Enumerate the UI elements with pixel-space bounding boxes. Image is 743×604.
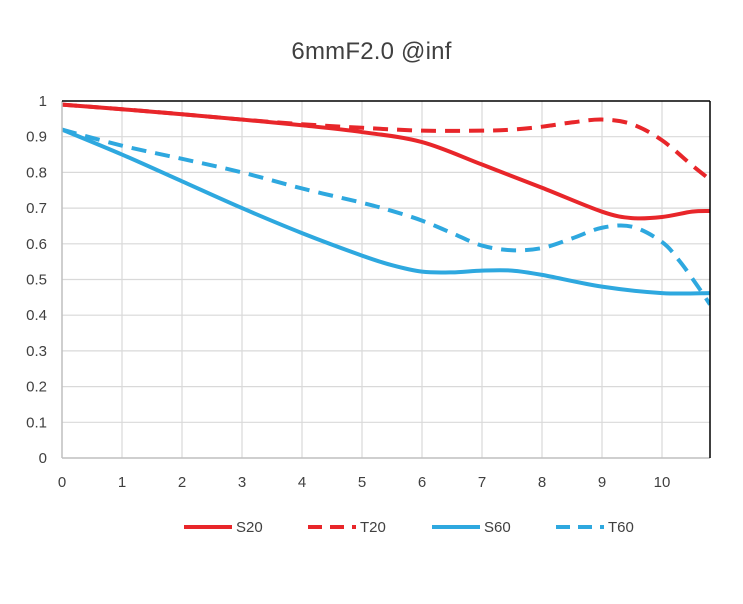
y-tick-label: 0.5 bbox=[26, 272, 47, 289]
x-tick-label: 9 bbox=[598, 474, 606, 491]
y-tick-label: 0.9 bbox=[26, 129, 47, 146]
legend-item-s20: S20 bbox=[184, 519, 263, 536]
legend-item-t20: T20 bbox=[308, 519, 386, 536]
y-tick-label: 0.6 bbox=[26, 236, 47, 253]
x-tick-label: 1 bbox=[118, 474, 126, 491]
x-tick-label: 2 bbox=[178, 474, 186, 491]
x-tick-label: 10 bbox=[654, 474, 671, 491]
x-tick-label: 0 bbox=[58, 474, 66, 491]
legend-label: S60 bbox=[484, 519, 511, 536]
legend: S20 T20 S60 T60 bbox=[184, 519, 634, 536]
grid bbox=[62, 101, 710, 458]
y-tick-label: 0.8 bbox=[26, 164, 47, 181]
x-tick-label: 5 bbox=[358, 474, 366, 491]
y-tick-label: 0.2 bbox=[26, 379, 47, 396]
x-tick-label: 3 bbox=[238, 474, 246, 491]
tick-labels: 00.10.20.30.40.50.60.70.80.910 1 2 3 4 5 6 7 8 9 1… bbox=[26, 93, 670, 491]
x-tick-label: 4 bbox=[298, 474, 306, 491]
x-tick-label: 6 bbox=[418, 474, 426, 491]
y-tick-label: 1 bbox=[39, 93, 47, 110]
y-tick-label: 0 bbox=[39, 450, 47, 467]
legend-item-t60: T60 bbox=[556, 519, 634, 536]
legend-item-s60: S60 bbox=[432, 519, 511, 536]
legend-label: T60 bbox=[608, 519, 634, 536]
y-tick-label: 0.7 bbox=[26, 200, 47, 217]
plot-frame bbox=[61, 100, 711, 459]
series-line-s60 bbox=[62, 127, 710, 296]
legend-label: S20 bbox=[236, 519, 263, 536]
x-tick-label: 8 bbox=[538, 474, 546, 491]
chart-title: 6mmF2.0 @inf bbox=[291, 38, 452, 65]
series-line-t60 bbox=[62, 127, 710, 306]
x-tick-label: 7 bbox=[478, 474, 486, 491]
legend-label: T20 bbox=[360, 519, 386, 536]
series-lines bbox=[62, 102, 710, 306]
y-tick-label: 0.1 bbox=[26, 414, 47, 431]
series-line-t20 bbox=[62, 102, 710, 182]
y-tick-label: 0.4 bbox=[26, 307, 47, 324]
y-tick-label: 0.3 bbox=[26, 343, 47, 360]
